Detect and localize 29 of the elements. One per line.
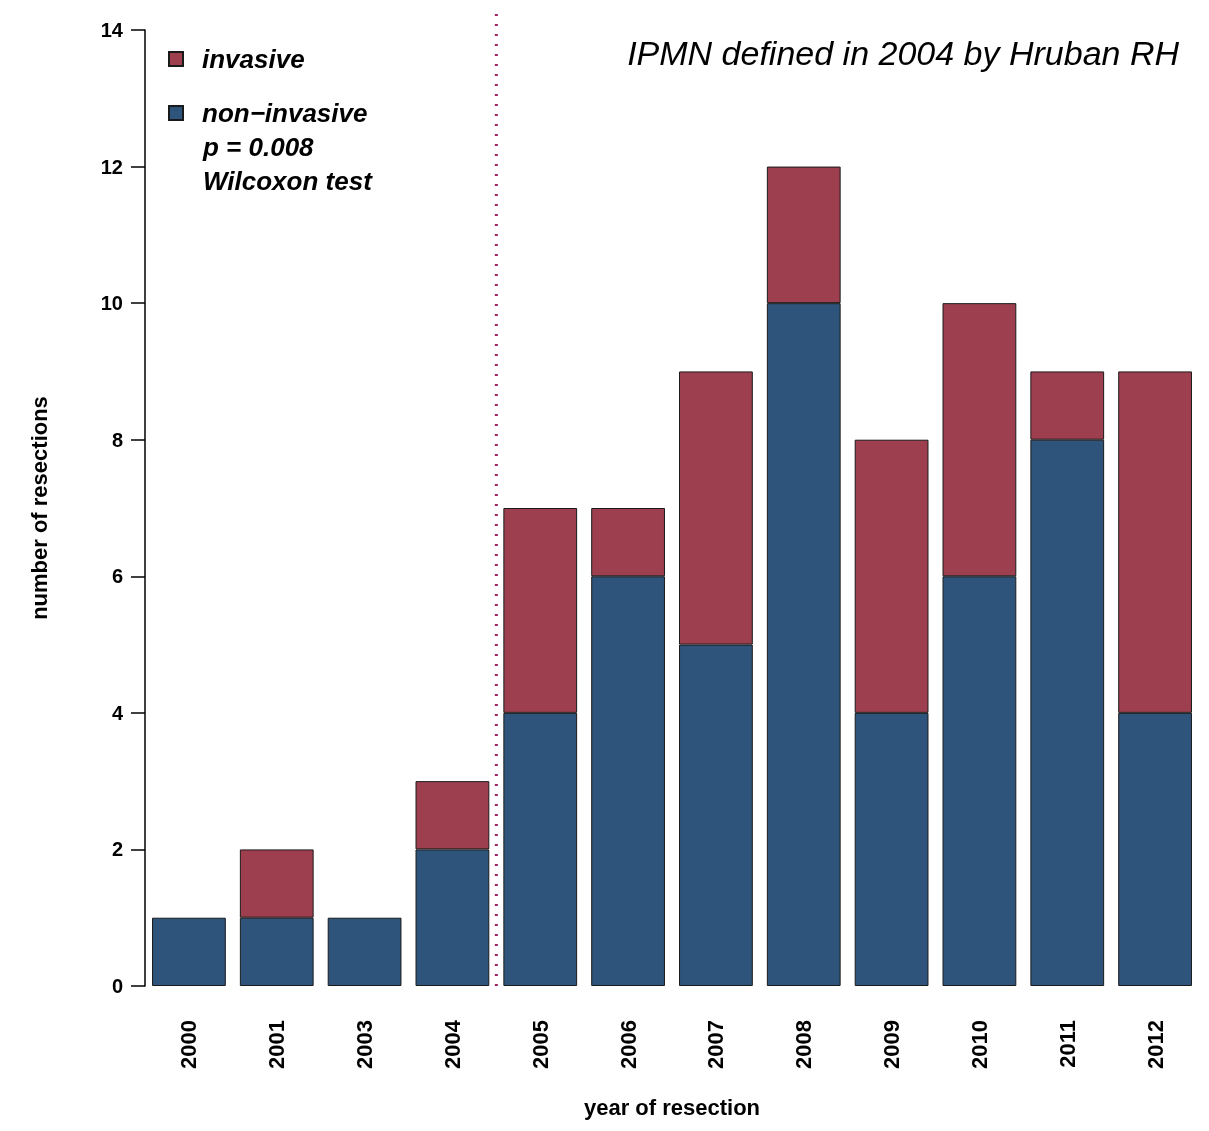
bar [327,917,402,986]
legend-label: invasive [202,44,305,74]
x-axis-title: year of resection [583,1094,761,1120]
y-tick-label: 12 [100,155,123,178]
annotation: Wilcoxon test [203,166,374,196]
x-tick-label: 2009 [879,1020,905,1069]
x-tick-label: 2012 [1142,1020,1168,1069]
y-tick-label: 6 [111,565,123,588]
y-tick-label: 10 [100,292,123,315]
y-tick-label: 2 [111,838,123,861]
x-tick-label: 2008 [791,1020,817,1069]
y-tick-label: 0 [111,975,123,997]
y-tick-label: 14 [100,19,124,41]
x-tick-label: 2011 [1054,1020,1080,1068]
bar [152,917,226,986]
x-tick-label: 2007 [703,1020,729,1069]
x-tick-label: 2005 [527,1020,553,1069]
annotation: p = 0.008 [202,132,315,162]
x-tick-label: 2006 [615,1020,641,1069]
y-tick-label: 8 [111,428,123,451]
legend-label: non−invasive [202,98,368,128]
annotation: IPMN defined in 2004 by Hruban RH [627,34,1180,72]
x-tick-label: 2010 [966,1020,992,1069]
y-tick-label: 4 [111,701,124,724]
y-axis-title: number of resections [26,396,52,620]
x-tick-label: 2003 [352,1020,378,1069]
x-tick-label: 2004 [439,1019,465,1069]
x-tick-label: 2000 [176,1020,202,1069]
x-tick-label: 2001 [264,1020,290,1069]
